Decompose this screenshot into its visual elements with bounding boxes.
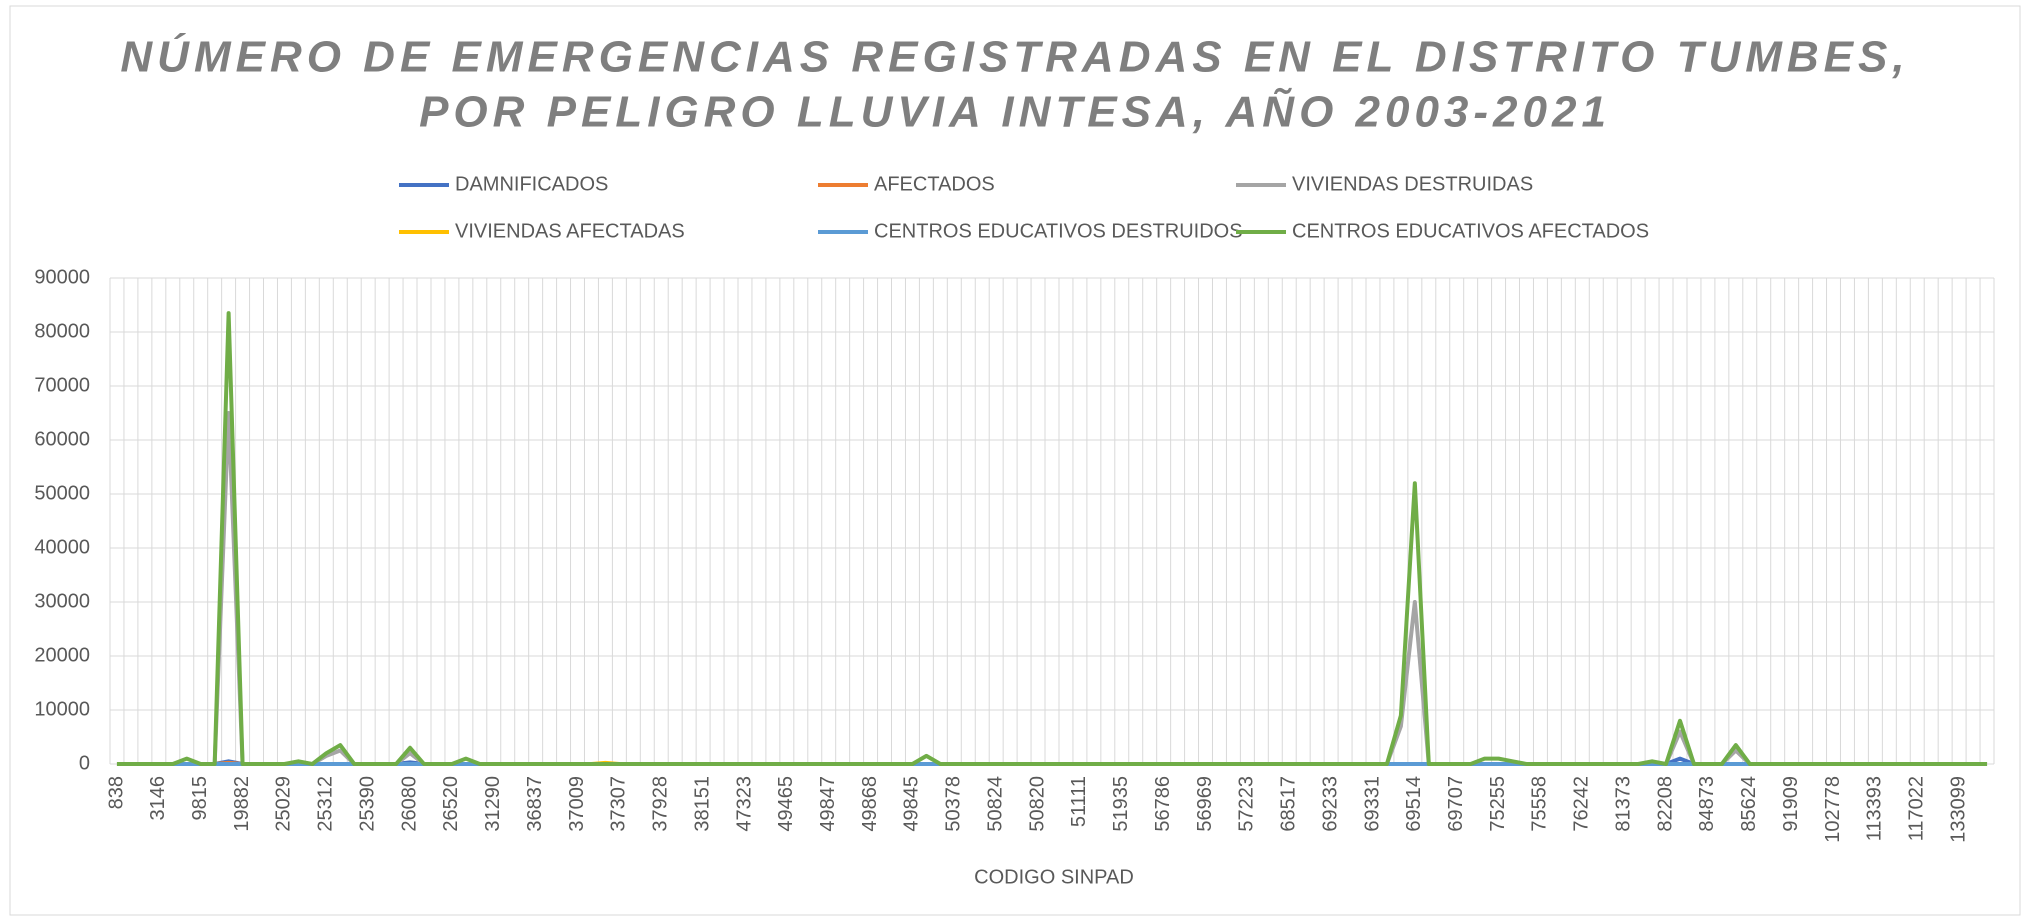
x-tick-label: 26520 xyxy=(440,776,462,832)
x-tick-label: 68517 xyxy=(1278,776,1300,832)
legend-label: AFECTADOS xyxy=(874,173,995,195)
x-tick-label: 9815 xyxy=(189,776,211,821)
x-tick-label: 19882 xyxy=(231,776,253,832)
x-tick-label: 3146 xyxy=(147,776,169,821)
x-tick-label: 50824 xyxy=(984,776,1006,832)
x-tick-label: 25312 xyxy=(315,776,337,832)
x-tick-label: 50820 xyxy=(1026,776,1048,832)
y-tick-label: 10000 xyxy=(34,698,90,720)
chart-title: NÚMERO DE EMERGENCIAS REGISTRADAS EN EL … xyxy=(120,32,1909,82)
x-tick-label: 57223 xyxy=(1236,776,1258,832)
legend-label: DAMNIFICADOS xyxy=(455,173,608,195)
x-tick-label: 37009 xyxy=(566,776,588,832)
x-tick-label: 26080 xyxy=(398,776,420,832)
x-tick-label: 51935 xyxy=(1110,776,1132,832)
legend-label: CENTROS EDUCATIVOS AFECTADOS xyxy=(1292,220,1649,242)
x-tick-label: 31290 xyxy=(482,776,504,832)
x-tick-label: 69331 xyxy=(1361,776,1383,832)
y-tick-label: 40000 xyxy=(34,536,90,558)
x-tick-label: 133099 xyxy=(1947,776,1969,843)
x-tick-label: 37928 xyxy=(650,776,672,832)
x-tick-label: 49465 xyxy=(775,776,797,832)
x-tick-label: 81373 xyxy=(1612,776,1634,832)
x-tick-label: 69514 xyxy=(1403,776,1425,832)
x-tick-label: 37307 xyxy=(608,776,630,832)
x-tick-label: 75255 xyxy=(1487,776,1509,832)
x-tick-label: 838 xyxy=(105,776,127,809)
x-tick-label: 102778 xyxy=(1822,776,1844,843)
y-tick-label: 0 xyxy=(79,752,90,774)
y-tick-label: 30000 xyxy=(34,590,90,612)
x-axis-title: CODIGO SINPAD xyxy=(974,866,1134,888)
x-tick-label: 56786 xyxy=(1152,776,1174,832)
x-tick-label: 49845 xyxy=(901,776,923,832)
x-tick-label: 91909 xyxy=(1780,776,1802,832)
legend-label: CENTROS EDUCATIVOS DESTRUIDOS xyxy=(874,220,1243,242)
chart-frame xyxy=(9,5,2021,916)
chart-subtitle: POR PELIGRO LLUVIA INTESA, AÑO 2003-2021 xyxy=(419,87,1611,137)
x-tick-label: 76242 xyxy=(1571,776,1593,832)
legend-label: VIVIENDAS DESTRUIDAS xyxy=(1292,173,1533,195)
x-tick-label: 25029 xyxy=(273,776,295,832)
x-tick-label: 82208 xyxy=(1654,776,1676,832)
y-tick-label: 70000 xyxy=(34,374,90,396)
x-tick-label: 69233 xyxy=(1319,776,1341,832)
x-tick-label: 50378 xyxy=(943,776,965,832)
x-tick-label: 117022 xyxy=(1906,776,1928,841)
x-tick-label: 69707 xyxy=(1445,776,1467,832)
x-tick-label: 85624 xyxy=(1738,776,1760,832)
x-tick-label: 84873 xyxy=(1696,776,1718,832)
y-tick-label: 60000 xyxy=(34,428,90,450)
x-tick-label: 75558 xyxy=(1529,776,1551,832)
series-line xyxy=(116,311,1988,766)
y-tick-label: 20000 xyxy=(34,644,90,666)
x-tick-label: 47323 xyxy=(733,776,755,832)
y-tick-label: 50000 xyxy=(34,482,90,504)
legend-label: VIVIENDAS AFECTADAS xyxy=(455,220,685,242)
x-tick-label: 36837 xyxy=(524,776,546,832)
x-tick-label: 49868 xyxy=(859,776,881,832)
x-tick-label: 56969 xyxy=(1194,776,1216,832)
x-tick-label: 113393 xyxy=(1864,776,1886,841)
y-tick-label: 80000 xyxy=(34,320,90,342)
x-tick-label: 25390 xyxy=(356,776,378,832)
x-tick-label: 49847 xyxy=(817,776,839,832)
y-tick-label: 90000 xyxy=(34,266,90,288)
x-tick-label: 38151 xyxy=(691,776,713,832)
x-tick-label: 51111 xyxy=(1068,776,1090,827)
